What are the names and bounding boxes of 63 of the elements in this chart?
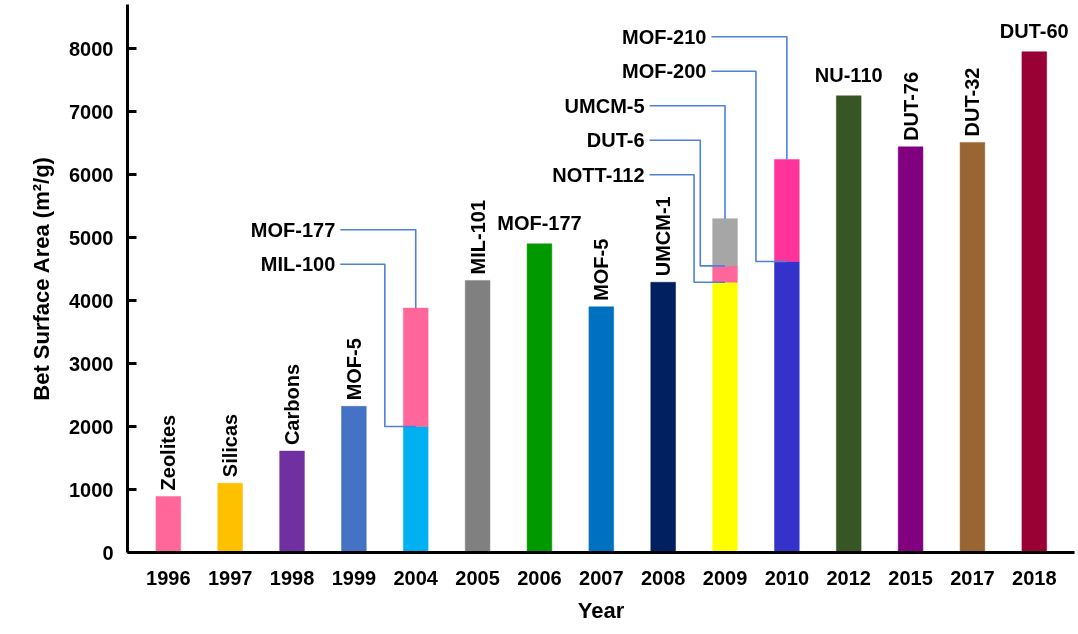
y-tick-label: 6000	[69, 163, 114, 186]
bar	[464, 280, 491, 553]
x-tick-label: 2005	[455, 566, 500, 589]
y-tick-label: 2000	[69, 415, 114, 438]
x-tick-label: 1998	[269, 566, 315, 589]
y-tick-label: 7000	[69, 100, 114, 123]
annotation: NOTT-112	[552, 163, 645, 186]
x-tick-label: 2015	[888, 566, 933, 589]
annotation: NU-110	[814, 63, 883, 86]
bar	[526, 243, 553, 553]
annotation: MOF-210	[622, 25, 707, 48]
annotation: MOF-177	[497, 211, 582, 234]
bar	[650, 282, 676, 553]
y-tick-label: 4000	[69, 289, 114, 312]
y-tick-label: 1000	[69, 478, 114, 501]
x-tick-label: 1997	[207, 566, 253, 589]
annotation: UMCM-5	[564, 94, 645, 117]
annotation: MIL-100	[260, 253, 336, 276]
bar	[774, 261, 800, 553]
x-tick-label: 1996	[146, 566, 191, 589]
bar	[774, 159, 800, 262]
annotation: MIL-101	[466, 199, 489, 275]
x-tick-label: 2009	[702, 566, 748, 589]
x-tick-label: 2017	[950, 566, 995, 589]
y-tick-label: 0	[102, 541, 114, 564]
y-axis-title: Bet Surface Area (m²/g)	[29, 157, 55, 401]
bar	[712, 282, 738, 553]
bar	[341, 406, 367, 553]
x-tick-label: 2007	[579, 566, 624, 589]
bar	[279, 450, 305, 553]
x-tick-label: 2010	[764, 566, 810, 589]
x-tick-label: 2004	[393, 566, 439, 589]
y-tick-label: 3000	[69, 352, 114, 375]
annotation: MOF-177	[250, 218, 336, 241]
bar	[588, 306, 614, 553]
bar	[712, 218, 738, 267]
annotation: DUT-32	[961, 67, 984, 137]
annotation: MOF-5	[342, 338, 365, 401]
bar	[403, 426, 429, 553]
bar	[959, 142, 986, 553]
annotation: UMCM-1	[652, 196, 675, 277]
annotation: Silicas	[219, 413, 242, 478]
bar	[712, 265, 738, 283]
y-tick-label: 5000	[69, 226, 114, 249]
annotation: DUT-76	[899, 71, 922, 141]
x-tick-label: 2008	[640, 566, 686, 589]
annotation: MOF-5	[590, 238, 613, 301]
annotation: DUT-6	[586, 129, 645, 152]
annotation: DUT-60	[999, 19, 1069, 42]
annotation: Carbons	[281, 363, 304, 446]
bar	[1021, 51, 1047, 553]
annotation: Zeolites	[157, 414, 180, 491]
x-tick-label: 1999	[331, 566, 377, 589]
x-tick-label: 2018	[1012, 566, 1057, 589]
x-axis-title: Year	[577, 597, 625, 623]
bar	[897, 146, 924, 553]
bar	[403, 307, 429, 427]
annotation: MOF-200	[622, 60, 707, 83]
y-tick-label: 8000	[69, 37, 114, 60]
bar	[836, 95, 862, 553]
x-tick-label: 2006	[517, 566, 562, 589]
bar	[217, 482, 243, 553]
x-tick-label: 2012	[826, 566, 871, 589]
